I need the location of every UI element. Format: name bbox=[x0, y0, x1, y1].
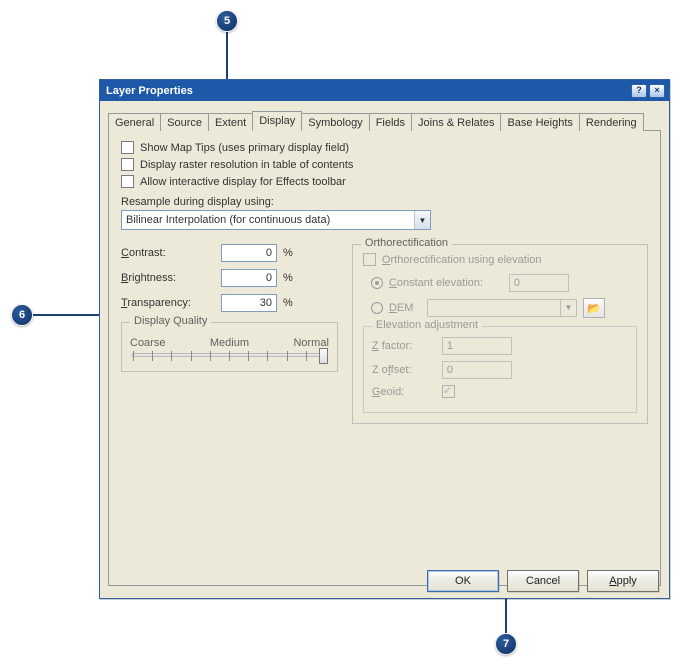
callout-7: 7 bbox=[495, 633, 517, 655]
display-quality-legend: Display Quality bbox=[130, 315, 211, 327]
titlebar: Layer Properties ? × bbox=[100, 80, 669, 101]
resample-label: Resample during display using: bbox=[121, 196, 648, 208]
zfactor-input[interactable]: 1 bbox=[442, 337, 512, 355]
display-quality-slider[interactable] bbox=[132, 353, 327, 357]
geoid-label: Geoid: bbox=[372, 386, 442, 398]
tab-source[interactable]: Source bbox=[160, 113, 209, 131]
contrast-label: Contrast: bbox=[121, 247, 221, 259]
tab-rendering[interactable]: Rendering bbox=[579, 113, 644, 131]
display-raster-res-label: Display raster resolution in table of co… bbox=[140, 159, 353, 171]
constant-elevation-input[interactable]: 0 bbox=[509, 274, 569, 292]
ortho-using-elev-checkbox[interactable] bbox=[363, 253, 376, 266]
callout-7-circle: 7 bbox=[495, 633, 517, 655]
chevron-down-icon: ▼ bbox=[560, 300, 576, 316]
transparency-label: Transparency: bbox=[121, 297, 221, 309]
elevation-adjustment-group: Elevation adjustment Z factor: 1 Z offse… bbox=[363, 326, 637, 413]
transparency-pct: % bbox=[283, 297, 293, 309]
callout-6: 6 bbox=[11, 304, 33, 326]
ortho-legend: Orthorectification bbox=[361, 237, 452, 249]
resample-combo[interactable]: Bilinear Interpolation (for continuous d… bbox=[121, 210, 431, 230]
contrast-input[interactable]: 0 bbox=[221, 244, 277, 262]
tab-extent[interactable]: Extent bbox=[208, 113, 253, 131]
dem-radio[interactable] bbox=[371, 302, 383, 314]
transparency-input[interactable]: 30 bbox=[221, 294, 277, 312]
show-map-tips-label: Show Map Tips (uses primary display fiel… bbox=[140, 142, 349, 154]
display-quality-group: Display Quality Coarse Medium Normal bbox=[121, 322, 338, 372]
cancel-button[interactable]: Cancel bbox=[507, 570, 579, 592]
display-panel: Show Map Tips (uses primary display fiel… bbox=[108, 131, 661, 586]
apply-button[interactable]: Apply bbox=[587, 570, 659, 592]
zoffset-input[interactable]: 0 bbox=[442, 361, 512, 379]
layer-properties-dialog: Layer Properties ? × General Source Exte… bbox=[99, 79, 670, 599]
dem-combo[interactable]: ▼ bbox=[427, 299, 577, 317]
callout-7-line bbox=[505, 597, 507, 633]
constant-elevation-label: Constant elevation: bbox=[389, 277, 509, 289]
callout-6-circle: 6 bbox=[11, 304, 33, 326]
close-button[interactable]: × bbox=[649, 84, 665, 98]
dialog-buttons: OK Cancel Apply bbox=[427, 570, 659, 592]
open-file-button[interactable]: 📂 bbox=[583, 298, 605, 318]
tab-joins-relates[interactable]: Joins & Relates bbox=[411, 113, 501, 131]
geoid-checkbox[interactable] bbox=[442, 385, 455, 398]
brightness-pct: % bbox=[283, 272, 293, 284]
elev-adj-legend: Elevation adjustment bbox=[372, 319, 482, 331]
chevron-down-icon: ▼ bbox=[414, 211, 430, 229]
ortho-using-elev-label: Orthorectification using elevation bbox=[382, 254, 542, 266]
resample-value: Bilinear Interpolation (for continuous d… bbox=[126, 214, 330, 226]
slider-thumb[interactable] bbox=[319, 348, 328, 364]
tab-base-heights[interactable]: Base Heights bbox=[500, 113, 579, 131]
allow-interactive-checkbox[interactable] bbox=[121, 175, 134, 188]
tab-symbology[interactable]: Symbology bbox=[301, 113, 369, 131]
allow-interactive-label: Allow interactive display for Effects to… bbox=[140, 176, 346, 188]
dq-medium: Medium bbox=[210, 337, 249, 349]
display-raster-res-checkbox[interactable] bbox=[121, 158, 134, 171]
dem-label: DEM bbox=[389, 302, 427, 314]
brightness-label: Brightness: bbox=[121, 272, 221, 284]
tab-general[interactable]: General bbox=[108, 113, 161, 131]
tab-display[interactable]: Display bbox=[252, 111, 302, 131]
callout-5-circle: 5 bbox=[216, 10, 238, 32]
dq-coarse: Coarse bbox=[130, 337, 165, 349]
ok-button[interactable]: OK bbox=[427, 570, 499, 592]
zoffset-label: Z offset: bbox=[372, 364, 442, 376]
tabstrip: General Source Extent Display Symbology … bbox=[108, 110, 661, 131]
tab-fields[interactable]: Fields bbox=[369, 113, 412, 131]
orthorectification-group: Orthorectification Orthorectification us… bbox=[352, 244, 648, 424]
brightness-input[interactable]: 0 bbox=[221, 269, 277, 287]
show-map-tips-checkbox[interactable] bbox=[121, 141, 134, 154]
window-title: Layer Properties bbox=[106, 85, 193, 97]
folder-open-icon: 📂 bbox=[587, 302, 601, 315]
zfactor-label: Z factor: bbox=[372, 340, 442, 352]
contrast-pct: % bbox=[283, 247, 293, 259]
constant-elevation-radio[interactable] bbox=[371, 277, 383, 289]
help-button[interactable]: ? bbox=[631, 84, 647, 98]
callout-5: 5 bbox=[216, 10, 238, 32]
